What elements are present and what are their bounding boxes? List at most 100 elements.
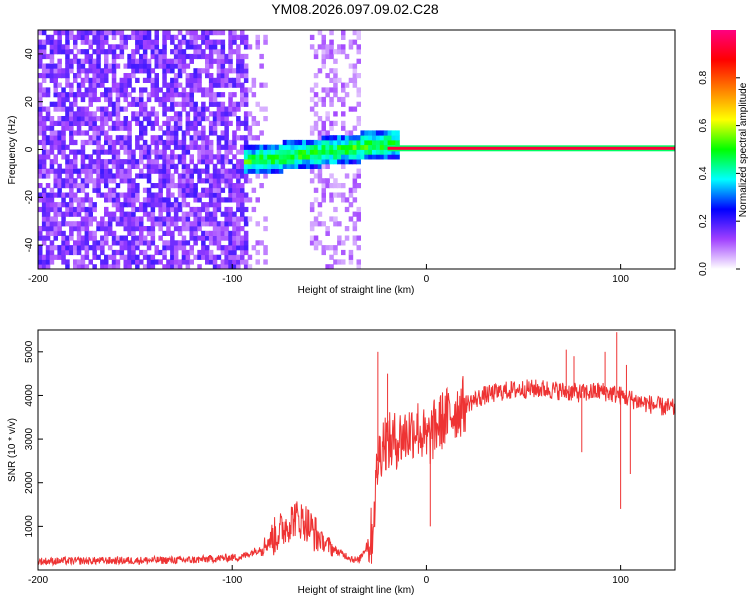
heatmap-cell (181, 216, 187, 222)
heatmap-cell (309, 125, 315, 131)
heatmap-cell (104, 206, 109, 213)
heatmap-cell (309, 154, 315, 160)
heatmap-cell (100, 106, 105, 112)
heatmap-cell (166, 82, 171, 88)
heatmap-cell (150, 254, 156, 260)
heatmap-cell (240, 216, 245, 222)
heatmap-cell (65, 221, 70, 227)
heatmap-cell (104, 178, 109, 184)
heatmap-cell (333, 87, 338, 93)
heatmap-cell (139, 230, 144, 236)
heatmap-cell (360, 144, 365, 150)
heatmap-cell (185, 96, 191, 103)
heatmap-cell (205, 106, 210, 112)
heatmap-cell (333, 206, 338, 213)
heatmap-cell (197, 53, 202, 60)
heatmap-cell (337, 240, 342, 246)
heatmap-cell (337, 139, 342, 146)
heatmap-cell (224, 73, 229, 79)
heatmap-cell (111, 163, 117, 169)
heatmap-cell (189, 226, 194, 232)
heatmap-cell (104, 34, 109, 40)
heatmap-cell (251, 82, 257, 88)
heatmap-cell (127, 221, 132, 227)
heatmap-cell (228, 230, 233, 236)
heatmap-cell (84, 49, 90, 55)
heatmap-cell (170, 58, 175, 64)
heatmap-cell (80, 254, 86, 260)
heatmap-cell (189, 245, 194, 251)
heatmap-cell (220, 77, 226, 83)
heatmap-cell (170, 221, 175, 227)
heatmap-cell (236, 183, 241, 189)
heatmap-cell (224, 106, 229, 112)
heatmap-cell (220, 116, 226, 122)
heatmap-cell (189, 259, 194, 265)
heatmap-cell (309, 96, 315, 103)
heatmap-cell (356, 58, 361, 64)
heatmap-cell (387, 135, 393, 141)
heatmap-cell (142, 163, 148, 169)
heatmap-cell (49, 73, 55, 79)
heatmap-cell (243, 149, 249, 155)
heatmap-cell (228, 120, 233, 126)
heatmap-cell (131, 206, 136, 213)
heatmap-cell (84, 211, 90, 217)
heatmap-cell (166, 216, 171, 222)
heatmap-cell (321, 44, 326, 50)
heatmap-cell (96, 125, 101, 131)
heatmap-cell (337, 159, 342, 165)
heatmap-cell (220, 82, 226, 88)
heatmap-cell (251, 163, 257, 169)
heatmap-cell (220, 49, 226, 55)
heatmap-cell (100, 216, 105, 222)
heatmap-cell (306, 163, 311, 169)
heatmap-cell (232, 154, 237, 160)
heatmap-cell (84, 58, 90, 64)
heatmap-cell (115, 53, 121, 60)
heatmap-cell (104, 168, 109, 174)
heatmap-cell (177, 245, 183, 251)
heatmap-cell (73, 226, 78, 232)
heatmap-cell (53, 92, 58, 98)
heatmap-cell (313, 245, 319, 251)
heatmap-cell (76, 226, 82, 232)
heatmap-cell (96, 130, 101, 136)
heatmap-cell (100, 163, 105, 169)
heatmap-cell (329, 77, 334, 83)
heatmap-cell (100, 221, 105, 227)
heatmap-cell (45, 116, 51, 122)
heatmap-cell (325, 53, 330, 60)
y-tick-label: 3000 (24, 428, 35, 451)
heatmap-cell (88, 87, 93, 93)
heatmap-cell (162, 96, 167, 103)
heatmap-cell (185, 30, 191, 36)
heatmap-cell (49, 116, 55, 122)
heatmap-cell (170, 159, 175, 165)
heatmap-cell (228, 44, 233, 50)
heatmap-cell (232, 101, 237, 107)
heatmap-cell (224, 178, 229, 184)
heatmap-cell (228, 139, 233, 146)
heatmap-cell (243, 120, 249, 126)
heatmap-cell (111, 254, 117, 260)
heatmap-cell (325, 111, 330, 117)
heatmap-cell (232, 30, 237, 36)
heatmap-cell (45, 139, 51, 146)
heatmap-cell (57, 249, 62, 256)
heatmap-cell (212, 44, 218, 50)
heatmap-cell (45, 183, 51, 189)
heatmap-cell (76, 58, 82, 64)
heatmap-cell (96, 149, 101, 155)
heatmap-cell (208, 58, 214, 64)
heatmap-cell (162, 30, 167, 36)
heatmap-cell (228, 96, 233, 103)
heatmap-cell (73, 39, 78, 45)
heatmap-cell (247, 178, 253, 184)
heatmap-cell (216, 264, 222, 269)
heatmap-cell (395, 139, 400, 146)
heatmap-cell (212, 235, 218, 241)
heatmap-cell (135, 30, 140, 36)
heatmap-cell (41, 235, 47, 241)
heatmap-cell (92, 49, 97, 55)
